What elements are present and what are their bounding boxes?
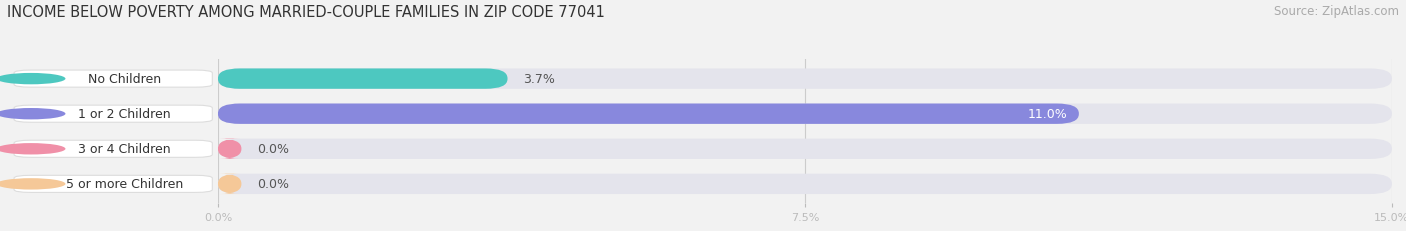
Text: No Children: No Children [87,73,162,86]
Text: 3.7%: 3.7% [523,73,555,86]
Text: INCOME BELOW POVERTY AMONG MARRIED-COUPLE FAMILIES IN ZIP CODE 77041: INCOME BELOW POVERTY AMONG MARRIED-COUPL… [7,5,605,20]
Text: 11.0%: 11.0% [1028,108,1067,121]
Text: 5 or more Children: 5 or more Children [66,178,183,191]
FancyBboxPatch shape [218,104,1078,124]
FancyBboxPatch shape [218,104,1392,124]
FancyBboxPatch shape [218,139,242,159]
Text: 0.0%: 0.0% [257,178,290,191]
FancyBboxPatch shape [218,69,508,89]
FancyBboxPatch shape [218,139,1392,159]
Text: 3 or 4 Children: 3 or 4 Children [79,143,170,156]
Text: 1 or 2 Children: 1 or 2 Children [79,108,170,121]
FancyBboxPatch shape [218,174,242,194]
FancyBboxPatch shape [218,174,1392,194]
FancyBboxPatch shape [218,69,1392,89]
Text: Source: ZipAtlas.com: Source: ZipAtlas.com [1274,5,1399,18]
Text: 0.0%: 0.0% [257,143,290,156]
